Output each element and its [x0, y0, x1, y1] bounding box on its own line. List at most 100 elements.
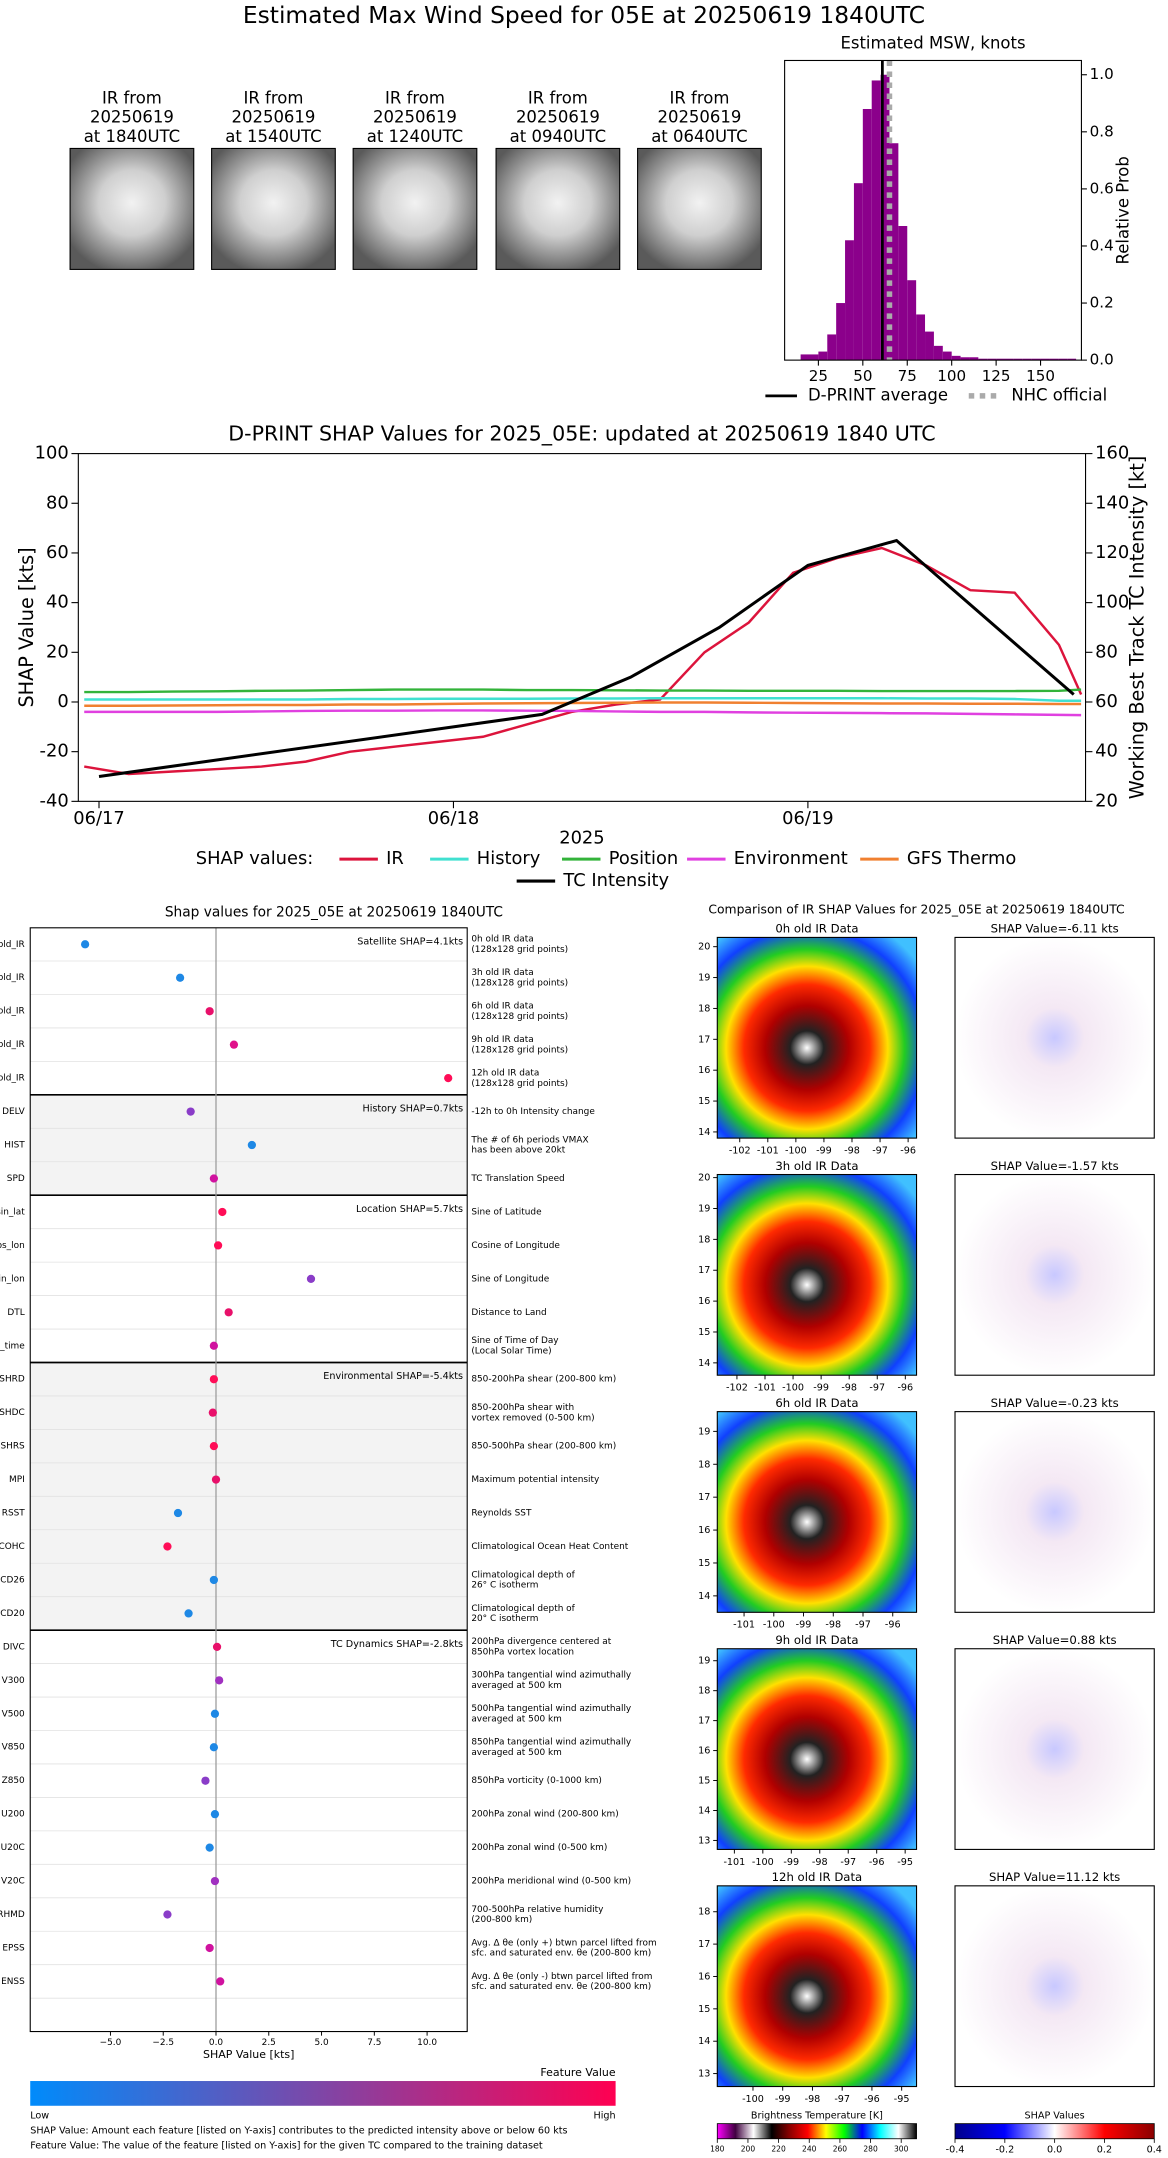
y-tick-label: 80	[46, 492, 69, 513]
feature-description: Avg. Δ θe (only +) btwn parcel lifted fr…	[471, 1938, 656, 1948]
feature-description: sfc. and saturated env. θe (200-800 km)	[471, 1982, 651, 1992]
feature-name: CD26	[0, 1575, 25, 1585]
footnote: Feature Value: The value of the feature …	[30, 2141, 543, 2152]
y-tick-label: 19	[698, 1426, 710, 1437]
x-axis-label: SHAP Value [kts]	[203, 2048, 294, 2061]
feature-name: cos_lon	[0, 1241, 25, 1251]
colorbar-low: Low	[30, 2110, 49, 2121]
group-label: History SHAP=0.7kts	[362, 1104, 463, 1115]
feature-description: 200hPa zonal wind (0-500 km)	[471, 1843, 607, 1853]
y-tick-label: 0.8	[1090, 122, 1114, 140]
feature-description: sfc. and saturated env. θe (200-800 km)	[471, 1949, 651, 1959]
shap-panel-title: SHAP Value=11.12 kts	[989, 1870, 1120, 1884]
legend-label: History	[477, 848, 541, 869]
shap-dot	[209, 1375, 219, 1384]
bar	[898, 225, 908, 361]
legend-label: D-PRINT average	[808, 385, 948, 404]
thumbnail-label: 20250619	[373, 108, 457, 127]
ir-panel-title: 3h old IR Data	[775, 1159, 858, 1173]
thumbnail-image	[352, 147, 478, 270]
y-tick-label: 14	[698, 1127, 710, 1138]
x-tick-label: 125	[982, 367, 1011, 385]
feature-description: 200hPa divergence centered at	[471, 1637, 611, 1647]
y2-tick-label: 100	[1095, 592, 1129, 613]
colorbar-high: High	[594, 2110, 616, 2121]
feature-description: 26° C isotherm	[471, 1581, 538, 1591]
shap-dot	[247, 1140, 257, 1150]
bar	[809, 354, 819, 361]
ir-image	[716, 1173, 918, 1376]
x-tick-label: 06/17	[73, 808, 124, 829]
shap-dot	[163, 1910, 172, 1919]
colorbar-tick-label: -0.4	[946, 2145, 965, 2156]
shap-dot	[201, 1776, 210, 1785]
group-label: TC Dynamics SHAP=-2.8kts	[330, 1639, 463, 1650]
thumbnail-label: IR from	[243, 88, 303, 107]
colorbar-tick-label: 180	[710, 2145, 725, 2154]
bar	[1022, 358, 1032, 361]
feature-description: (128x128 grid points)	[471, 1045, 568, 1055]
bar	[1058, 358, 1068, 361]
y-tick-label: 16	[698, 1525, 710, 1536]
colorbar-label: SHAP Values	[1025, 2110, 1085, 2121]
x-tick-label: -102	[726, 1383, 748, 1394]
y-tick-label: 19	[698, 1203, 710, 1214]
feature-description: vortex removed (0-500 km)	[471, 1413, 594, 1423]
shap-dot	[210, 1876, 220, 1886]
bar	[862, 108, 872, 361]
y-tick-label: 14	[698, 1591, 710, 1602]
x-tick-label: 7.5	[367, 2038, 381, 2048]
group-label: Satellite SHAP=4.1kts	[357, 937, 463, 948]
series-line	[84, 697, 1082, 702]
x-tick-label: −5.0	[100, 2038, 122, 2048]
feature-description: 9h old IR data	[471, 1035, 533, 1045]
feature-name: COHC	[0, 1542, 25, 1552]
colorbar-tick-label: 0.2	[1097, 2145, 1112, 2156]
feature-description: Climatological Ocean Heat Content	[471, 1542, 628, 1552]
y-tick-label: 16	[698, 1296, 710, 1307]
x-tick-label: -98	[805, 2094, 821, 2105]
feature-description: 300hPa tangential wind azimuthally	[471, 1671, 632, 1681]
shap-dot	[216, 1977, 225, 1986]
thumbnail-label: at 0940UTC	[510, 127, 606, 146]
shap-dot	[444, 1073, 453, 1083]
shap-dot	[212, 1642, 222, 1651]
thumbnail-label: 20250619	[90, 108, 174, 127]
feature-name: SHDC	[0, 1408, 25, 1418]
feature-name: HIST	[4, 1141, 25, 1151]
y2-tick-label: 40	[1095, 741, 1118, 762]
x-tick-label: 25	[809, 367, 828, 385]
y-tick-label: 17	[698, 1716, 710, 1727]
x-tick-label: 2.5	[262, 2038, 276, 2048]
shap-dot	[209, 1575, 219, 1585]
x-tick-label: -96	[885, 1620, 901, 1631]
y-tick-label: 14	[698, 1358, 710, 1369]
feature-name: DIVC	[3, 1642, 25, 1652]
bar	[845, 240, 854, 361]
bar	[836, 303, 846, 361]
thumbnail-label: IR from	[385, 88, 445, 107]
feature-name: CD20	[0, 1609, 25, 1619]
feature-name: RSST	[2, 1509, 26, 1519]
feature-description: 500hPa tangential wind azimuthally	[471, 1704, 632, 1714]
thumbnail-label: IR from	[528, 88, 588, 107]
feature-description: TC Translation Speed	[470, 1174, 564, 1184]
ir-image	[716, 1885, 918, 2088]
thumbnail-label: IR from	[669, 88, 729, 107]
shap-image	[954, 1411, 1155, 1613]
legend-label: Environment	[734, 848, 848, 869]
feature-description: 6h old IR data	[471, 1002, 533, 1012]
bar	[942, 351, 952, 361]
shap-dot	[210, 1810, 220, 1819]
x-tick-label: -98	[844, 1145, 860, 1156]
thumbnail-image	[211, 147, 336, 270]
ir-panel-title: 12h old IR Data	[772, 1870, 863, 1884]
bar	[1067, 358, 1077, 361]
x-tick-label: -96	[897, 1383, 913, 1394]
x-tick-label: 0.0	[209, 2038, 224, 2048]
x-tick-label: -99	[783, 1857, 799, 1868]
feature-description: 850hPa tangential wind azimuthally	[471, 1738, 632, 1748]
y-tick-label: 15	[698, 2004, 710, 2015]
bar	[951, 355, 961, 361]
y-tick-label: 0	[57, 691, 68, 712]
